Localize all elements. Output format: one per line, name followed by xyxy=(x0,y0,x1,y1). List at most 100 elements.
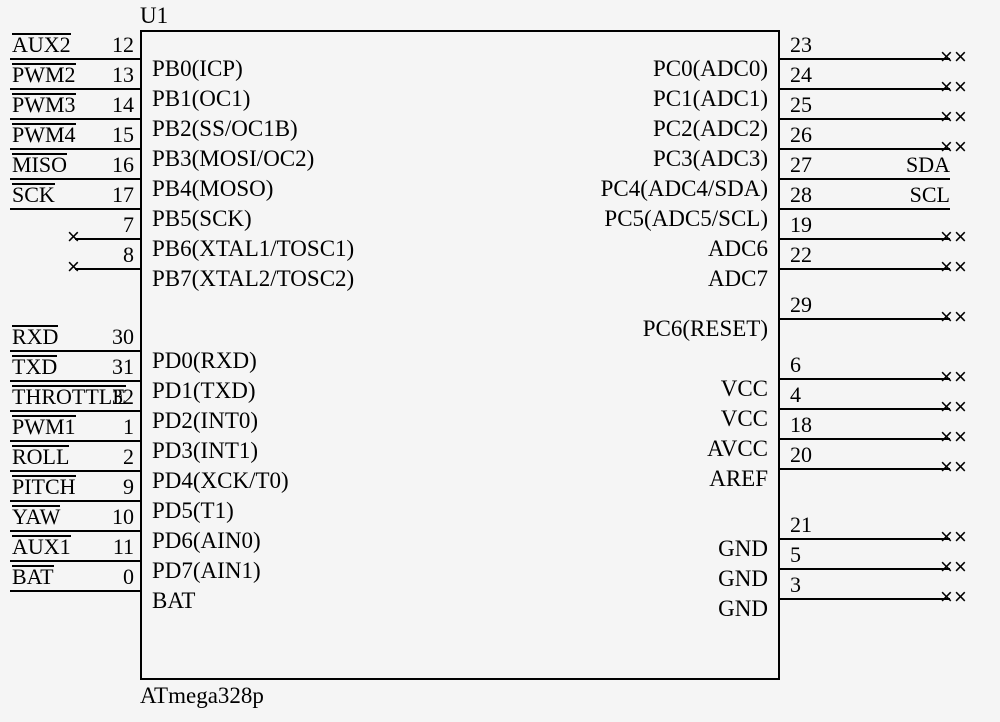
pin-func-right: PC0(ADC0) xyxy=(508,57,768,80)
net-label-left: YAW xyxy=(12,506,60,528)
no-connect-icon: × xyxy=(954,226,967,248)
pin-wire-right xyxy=(780,208,950,210)
net-label-left: PWM3 xyxy=(12,94,76,116)
pin-func-left: PD7(AIN1) xyxy=(152,559,261,582)
no-connect-icon: × xyxy=(954,396,967,418)
pin-number-right: 21 xyxy=(790,514,834,536)
pin-func-right: AVCC xyxy=(508,437,768,460)
pin-number-right: 26 xyxy=(790,124,834,146)
net-overbar xyxy=(12,505,60,507)
pin-wire-right xyxy=(780,118,950,120)
pin-number-right: 24 xyxy=(790,64,834,86)
net-overbar xyxy=(12,33,71,35)
pin-number-left: 11 xyxy=(90,536,134,558)
net-label-left: THROTTLE xyxy=(12,386,126,408)
no-connect-icon: × xyxy=(954,456,967,478)
pin-number-right: 23 xyxy=(790,34,834,56)
no-connect-icon: × xyxy=(67,256,80,278)
net-overbar xyxy=(12,445,69,447)
pin-number-left: 14 xyxy=(90,94,134,116)
net-label-left: PWM1 xyxy=(12,416,76,438)
pin-func-right: PC5(ADC5/SCL) xyxy=(508,207,768,230)
pin-wire-left xyxy=(10,530,140,532)
pin-wire-right xyxy=(780,58,950,60)
pin-number-left: 9 xyxy=(90,476,134,498)
pin-func-right: GND xyxy=(508,537,768,560)
pin-func-right: ADC7 xyxy=(508,267,768,290)
pin-func-left: PD6(AIN0) xyxy=(152,529,261,552)
net-overbar xyxy=(12,565,54,567)
pin-func-left: PB7(XTAL2/TOSC2) xyxy=(152,267,354,290)
pin-func-left: PB2(SS/OC1B) xyxy=(152,117,298,140)
net-label-left: PWM2 xyxy=(12,64,76,86)
net-overbar xyxy=(12,415,76,417)
net-label-left: BAT xyxy=(12,566,54,588)
pin-wire-right xyxy=(780,268,950,270)
pin-number-left: 7 xyxy=(90,214,134,236)
pin-func-right: VCC xyxy=(508,377,768,400)
pin-func-left: PD2(INT0) xyxy=(152,409,258,432)
net-label-left: TXD xyxy=(12,356,57,378)
pin-func-right: AREF xyxy=(508,467,768,490)
pin-wire-right xyxy=(780,408,950,410)
net-label-left: AUX1 xyxy=(12,536,71,558)
no-connect-icon: × xyxy=(940,76,953,98)
net-overbar xyxy=(12,63,76,65)
no-connect-icon: × xyxy=(940,366,953,388)
pin-number-right: 6 xyxy=(790,354,834,376)
pin-number-left: 1 xyxy=(90,416,134,438)
no-connect-icon: × xyxy=(940,226,953,248)
pin-number-left: 31 xyxy=(90,356,134,378)
pin-func-left: PB4(MOSO) xyxy=(152,177,273,200)
pin-number-right: 22 xyxy=(790,244,834,266)
net-overbar xyxy=(12,355,57,357)
pin-func-left: PD3(INT1) xyxy=(152,439,258,462)
designator-label: U1 xyxy=(140,4,168,27)
net-label-left: AUX2 xyxy=(12,34,71,56)
pin-wire-left xyxy=(10,58,140,60)
no-connect-icon: × xyxy=(940,106,953,128)
pin-func-left: BAT xyxy=(152,589,195,612)
net-label-left: RXD xyxy=(12,326,58,348)
no-connect-icon: × xyxy=(954,556,967,578)
pin-wire-right xyxy=(780,438,950,440)
pin-number-left: 8 xyxy=(90,244,134,266)
pin-wire-right xyxy=(780,468,950,470)
pin-wire-left xyxy=(10,410,140,412)
pin-number-right: 3 xyxy=(790,574,834,596)
pin-wire-left xyxy=(75,268,140,270)
no-connect-icon: × xyxy=(954,366,967,388)
no-connect-icon: × xyxy=(940,46,953,68)
net-label-left: PITCH xyxy=(12,476,76,498)
pin-func-left: PB0(ICP) xyxy=(152,57,243,80)
pin-func-left: PB5(SCK) xyxy=(152,207,252,230)
no-connect-icon: × xyxy=(954,136,967,158)
pin-wire-left xyxy=(10,350,140,352)
pin-wire-right xyxy=(780,178,950,180)
no-connect-icon: × xyxy=(954,586,967,608)
pin-number-left: 0 xyxy=(90,566,134,588)
pin-wire-right xyxy=(780,538,950,540)
net-label-left: MISO xyxy=(12,154,67,176)
no-connect-icon: × xyxy=(940,306,953,328)
pin-wire-right xyxy=(780,238,950,240)
pin-number-right: 5 xyxy=(790,544,834,566)
net-label-right: SDA xyxy=(870,154,950,176)
pin-number-right: 27 xyxy=(790,154,834,176)
pin-number-left: 10 xyxy=(90,506,134,528)
pin-func-right: GND xyxy=(508,597,768,620)
pin-wire-left xyxy=(10,178,140,180)
pin-number-right: 28 xyxy=(790,184,834,206)
pin-func-right: GND xyxy=(508,567,768,590)
net-label-left: PWM4 xyxy=(12,124,76,146)
no-connect-icon: × xyxy=(954,526,967,548)
pin-number-right: 20 xyxy=(790,444,834,466)
pin-wire-right xyxy=(780,318,950,320)
pin-wire-right xyxy=(780,568,950,570)
net-label-right: SCL xyxy=(870,184,950,206)
net-label-left: SCK xyxy=(12,184,55,206)
pin-wire-left xyxy=(10,208,140,210)
pin-number-left: 2 xyxy=(90,446,134,468)
pin-func-right: ADC6 xyxy=(508,237,768,260)
pin-wire-left xyxy=(10,470,140,472)
